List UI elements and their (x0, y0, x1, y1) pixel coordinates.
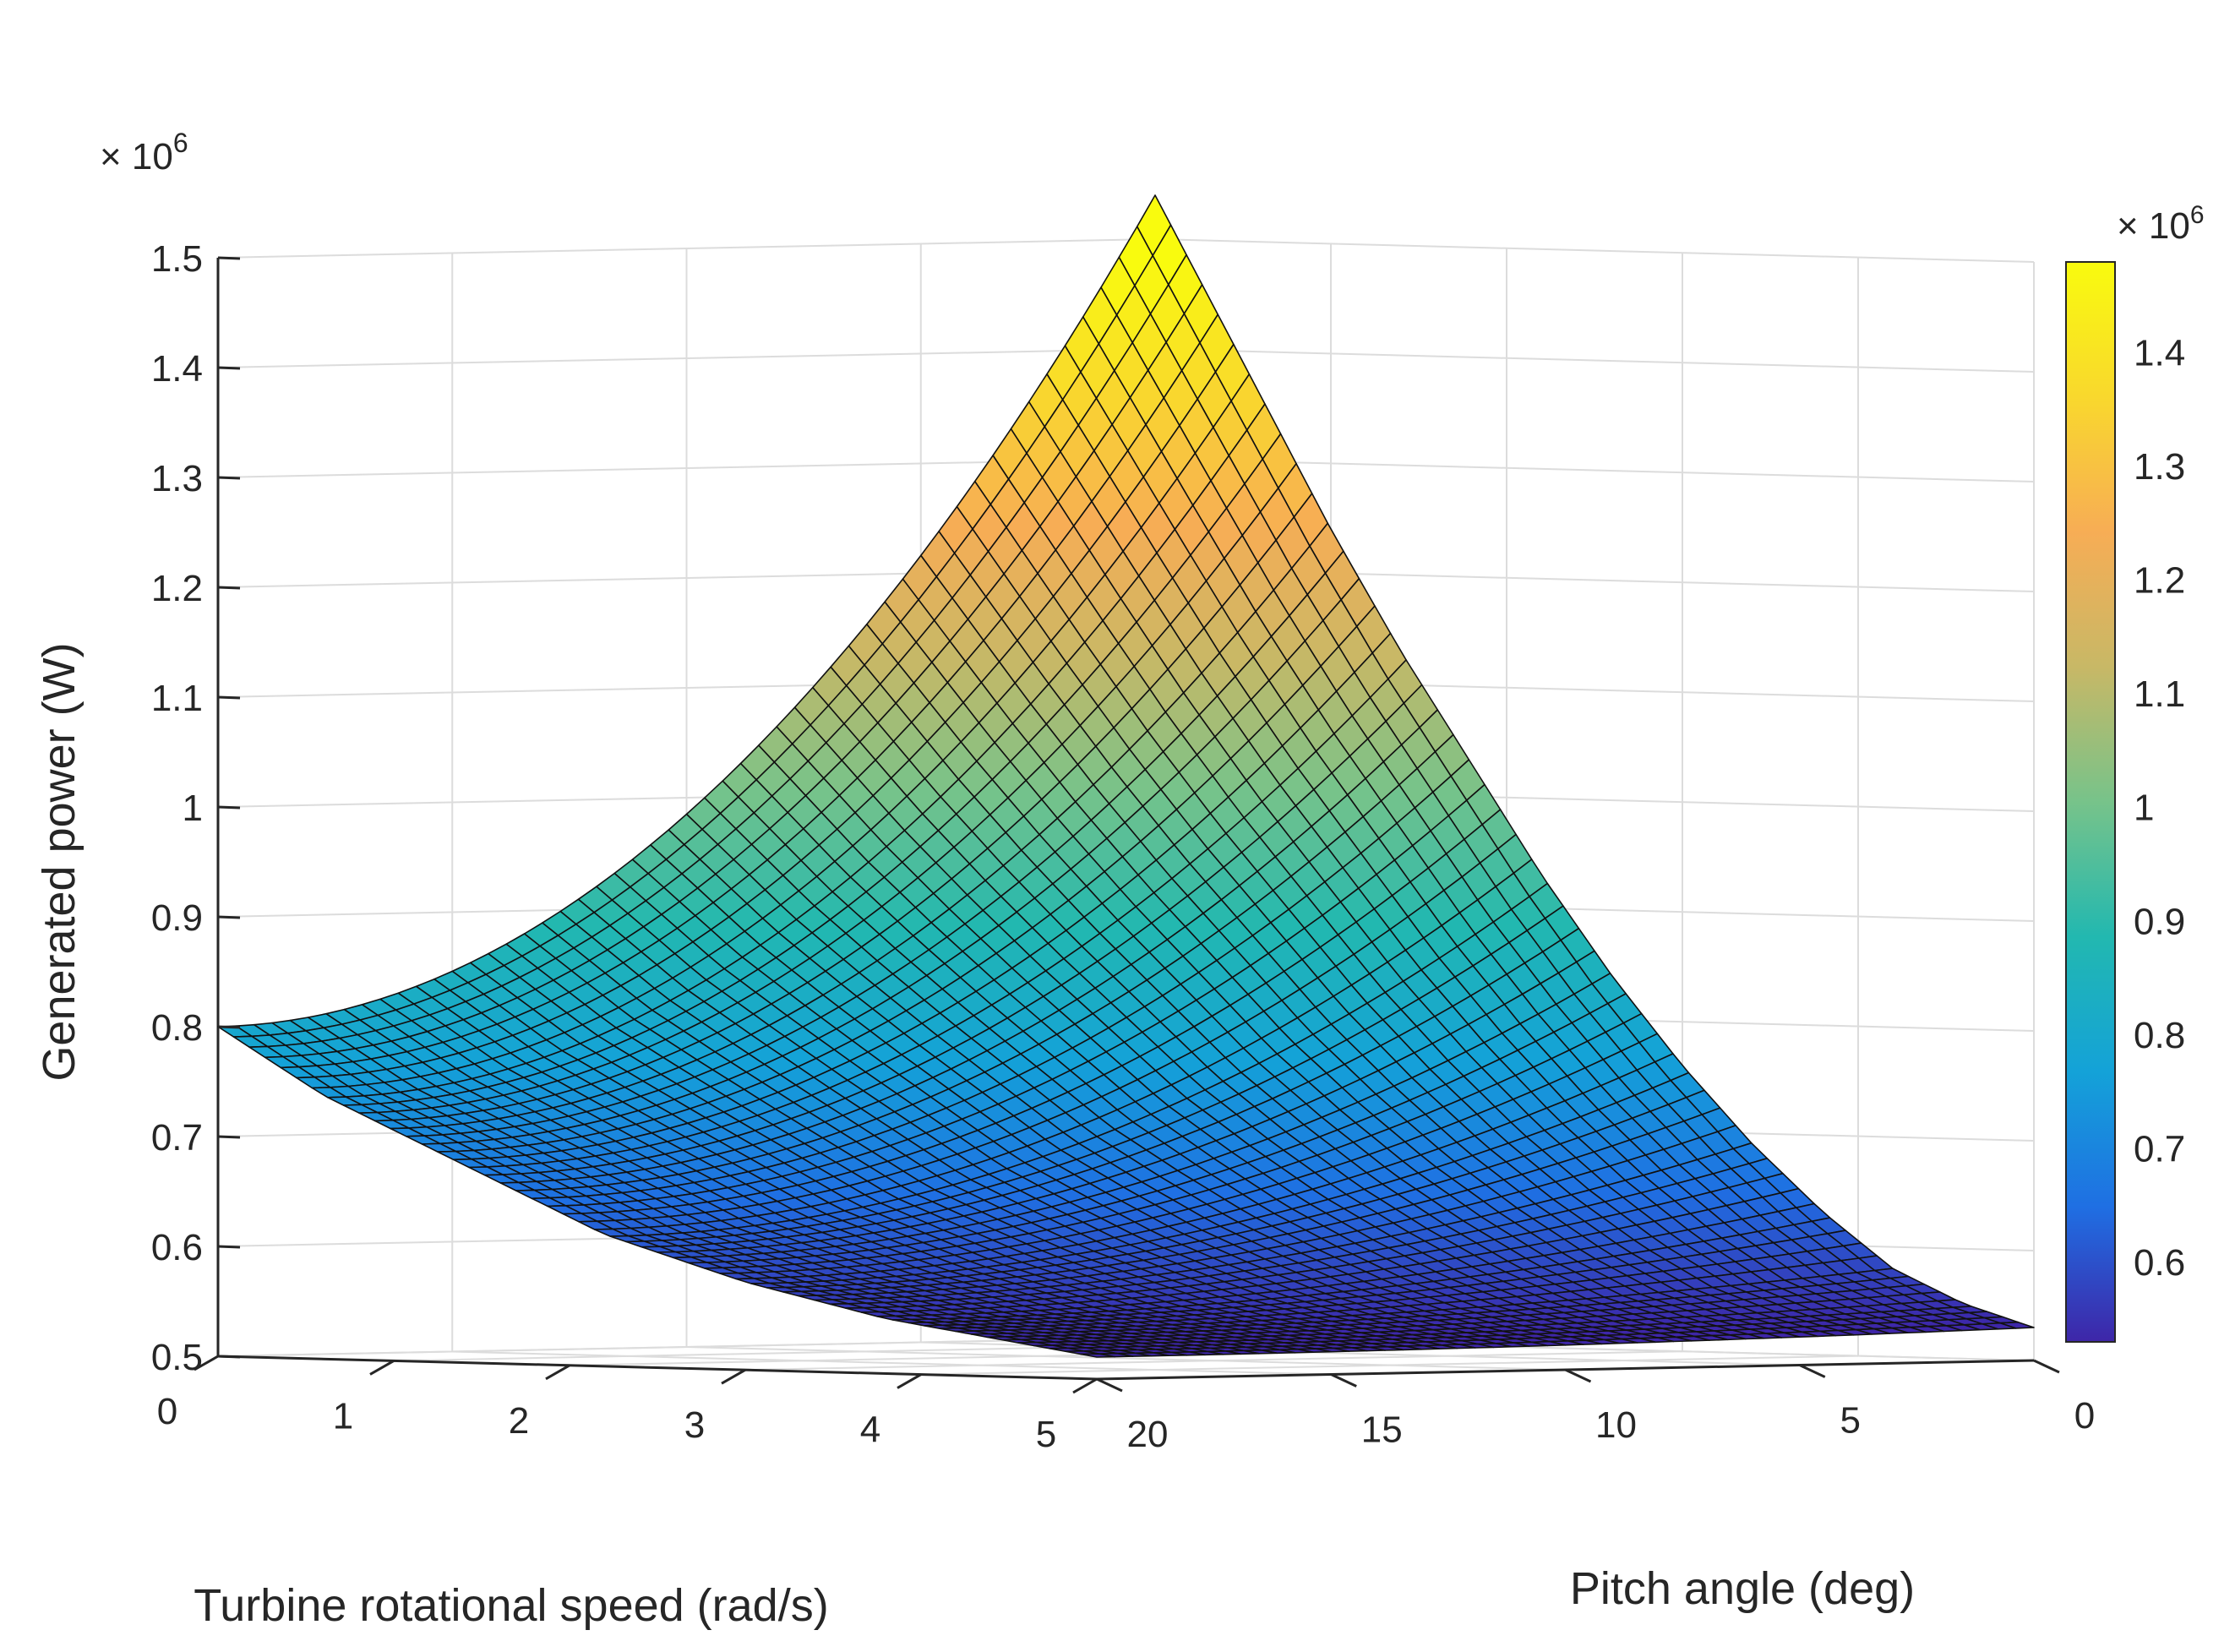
colorbar-tick-label: 1.4 (2134, 333, 2185, 374)
colorbar-tick-label: 1.2 (2134, 560, 2185, 602)
z-axis-multiplier: × 106 (100, 128, 188, 177)
x-tick (897, 1373, 922, 1389)
colorbar-tick-label: 0.7 (2134, 1128, 2185, 1169)
y-tick-label: 10 (1595, 1404, 1637, 1446)
z-tick-label: 1 (183, 788, 203, 829)
z-tick-label: 1.3 (151, 458, 203, 499)
z-tick (217, 695, 241, 700)
z-tick (217, 1245, 241, 1249)
x-axis-label: Turbine rotational speed (rad/s) (194, 1580, 828, 1631)
z-tick-label: 0.7 (151, 1117, 203, 1159)
y-tick (1564, 1368, 1592, 1383)
z-tick-label: 0.6 (151, 1227, 203, 1268)
z-tick-labels: 0.5 0.6 0.7 0.8 0.9 1 1.1 1.2 1.3 1.4 1.5 (151, 238, 203, 1378)
z-tick (217, 805, 241, 810)
z-tick-label: 1.1 (151, 678, 203, 719)
colorbar-tick-label: 0.9 (2134, 901, 2185, 942)
grid-line-floor-y (452, 1350, 1332, 1376)
colorbar-tick-label: 0.6 (2134, 1242, 2185, 1284)
z-tick (217, 1025, 241, 1029)
y-tick-label: 20 (1127, 1414, 1169, 1455)
z-tick-label: 1.5 (151, 238, 203, 280)
surface-patch (1080, 1353, 1116, 1358)
x-tick-label: 5 (1036, 1414, 1056, 1455)
y-tick-label: 15 (1361, 1409, 1403, 1451)
y-tick (2033, 1359, 2060, 1374)
colorbar-tick-label: 1 (2134, 788, 2154, 829)
y-tick-label: 5 (1840, 1400, 1861, 1442)
z-tick (217, 586, 241, 590)
colorbar-tick-labels: 0.6 0.7 0.8 0.9 1 1.1 1.2 1.3 1.4 (2134, 333, 2185, 1284)
z-tick-label: 1.2 (151, 568, 203, 609)
y-tick (1096, 1377, 1123, 1393)
grid-line-backwall-z (1154, 238, 2035, 263)
colorbar-tick-label: 1.3 (2134, 446, 2185, 488)
x-tick (194, 1355, 219, 1371)
z-tick (217, 256, 241, 260)
x-tick-labels: 0 1 2 3 4 5 (157, 1391, 1056, 1455)
y-tick-labels: 0 5 10 15 20 (1127, 1395, 2096, 1455)
grid-line-backwall-z (1154, 348, 2035, 373)
x-tick-label: 3 (684, 1404, 705, 1446)
x-tick (545, 1364, 570, 1381)
colorbar-tick-label: 0.8 (2134, 1015, 2185, 1056)
grid-line-sidewall-z (217, 238, 1156, 259)
z-tick-label: 0.8 (151, 1007, 203, 1049)
colorbar (2065, 261, 2116, 1343)
x-tick (721, 1368, 746, 1385)
x-tick-label: 4 (860, 1409, 880, 1451)
z-tick (217, 915, 241, 919)
x-tick (369, 1360, 395, 1376)
colorbar-multiplier-exp: 6 (2190, 201, 2205, 229)
x-axis-line (217, 1355, 1098, 1381)
z-multiplier-exp: 6 (173, 128, 188, 158)
grid-line-sidewall-z (217, 1337, 1156, 1357)
y-axis-label: Pitch angle (deg) (1570, 1563, 1915, 1614)
surface-mesh (217, 194, 2035, 1358)
colorbar-tick-label: 1.1 (2134, 673, 2185, 715)
x-tick-label: 0 (157, 1391, 177, 1432)
y-tick-label: 0 (2074, 1395, 2095, 1437)
z-multiplier-base: × 10 (100, 136, 173, 177)
z-tick (217, 476, 241, 480)
x-tick-label: 1 (333, 1395, 353, 1437)
y-tick (1799, 1364, 1826, 1378)
grid-line-floor-y (686, 1346, 1566, 1371)
x-tick (1072, 1377, 1098, 1394)
z-tick-label: 0.9 (151, 897, 203, 939)
z-tick (217, 1355, 241, 1359)
y-tick (1330, 1373, 1357, 1388)
colorbar-multiplier-base: × 10 (2117, 205, 2190, 247)
grid-line-sidewall-z (217, 348, 1156, 368)
grid-line-backwall-z (1154, 458, 2035, 483)
z-tick-label: 0.5 (151, 1337, 203, 1378)
colorbar-multiplier: × 106 (2117, 201, 2205, 247)
x-tick-label: 2 (509, 1400, 529, 1442)
z-axis-label: Generated power (W) (34, 642, 84, 1081)
z-tick-label: 1.4 (151, 348, 203, 390)
